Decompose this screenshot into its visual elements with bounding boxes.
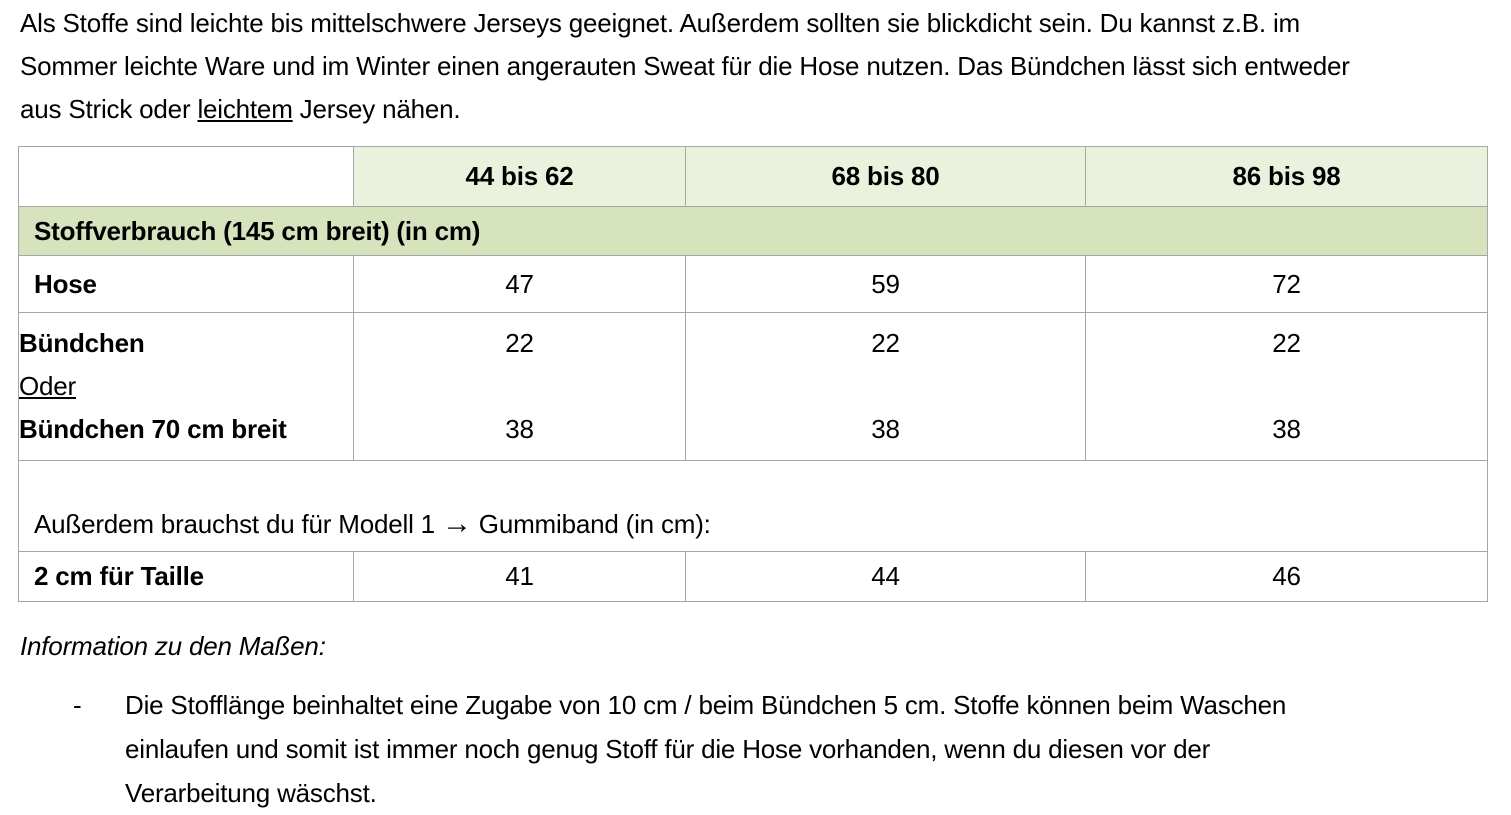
gummiband-note-cell: Außerdem brauchst du für Modell 1 → Gumm… [18, 460, 1488, 552]
hose-label: Hose [18, 255, 354, 313]
hose-value: 59 [685, 255, 1086, 313]
corner-empty-cell [18, 146, 354, 207]
size-header-cell: 68 bis 80 [685, 146, 1086, 207]
size-header-row: 44 bis 62 68 bis 80 86 bis 98 [18, 146, 1488, 207]
buendchen-value-cell: 22 38 [353, 312, 686, 461]
buendchen-value-cell: 22 38 [685, 312, 1086, 461]
buendchen-label-line3: Bündchen 70 cm breit [19, 414, 287, 444]
intro-underlined-word: leichtem [197, 94, 293, 124]
size-header-cell: 44 bis 62 [353, 146, 686, 207]
buendchen-value-line1: 22 [1272, 328, 1301, 358]
gummiband-note-text-after: Gummiband (in cm): [471, 509, 711, 539]
info-heading: Information zu den Maßen: [20, 631, 326, 661]
spacer-line [1086, 365, 1487, 408]
table-row-buendchen: Bündchen Oder Bündchen 70 cm breit 22 38… [18, 312, 1488, 461]
bullet-text: Die Stofflänge beinhaltet eine Zugabe vo… [125, 690, 1287, 808]
hose-value: 47 [353, 255, 686, 313]
buendchen-value-line3: 38 [505, 414, 534, 444]
buendchen-label-line2: Oder [19, 371, 77, 401]
size-header-cell: 86 bis 98 [1085, 146, 1488, 207]
measurement-table: 44 bis 62 68 bis 80 86 bis 98 Stoffverbr… [18, 146, 1488, 602]
bullet-item: - Die Stofflänge beinhaltet eine Zugabe … [20, 683, 1511, 815]
bullet-marker: - [73, 690, 82, 720]
table-row-gummiband-note: Außerdem brauchst du für Modell 1 → Gumm… [18, 460, 1488, 552]
spacer-line [686, 365, 1085, 408]
taille-value: 46 [1085, 551, 1488, 602]
intro-text-before: Als Stoffe sind leichte bis mittelschwer… [20, 8, 1350, 124]
buendchen-value-line3: 38 [871, 414, 900, 444]
buendchen-value-line3: 38 [1272, 414, 1301, 444]
spacer-line [354, 365, 685, 408]
right-arrow-icon: → [441, 507, 472, 540]
taille-label: 2 cm für Taille [18, 551, 354, 602]
gummiband-note-text-before: Außerdem brauchst du für Modell 1 [34, 509, 442, 539]
table-row-taille: 2 cm für Taille 41 44 46 [18, 551, 1488, 602]
table-row-hose: Hose 47 59 72 [18, 255, 1488, 313]
intro-text-after: Jersey nähen. [292, 94, 461, 124]
hose-value: 72 [1085, 255, 1488, 313]
buendchen-value-line1: 22 [871, 328, 900, 358]
taille-value: 44 [685, 551, 1086, 602]
buendchen-label-cell: Bündchen Oder Bündchen 70 cm breit [18, 312, 354, 461]
buendchen-label-line1: Bündchen [19, 328, 145, 358]
buendchen-value-cell: 22 38 [1085, 312, 1488, 461]
buendchen-value-line1: 22 [505, 328, 534, 358]
section-header-cell: Stoffverbrauch (145 cm breit) (in cm) [18, 206, 1488, 256]
taille-value: 41 [353, 551, 686, 602]
intro-paragraph: Als Stoffe sind leichte bis mittelschwer… [20, 2, 1370, 131]
section-header-row: Stoffverbrauch (145 cm breit) (in cm) [18, 206, 1488, 256]
